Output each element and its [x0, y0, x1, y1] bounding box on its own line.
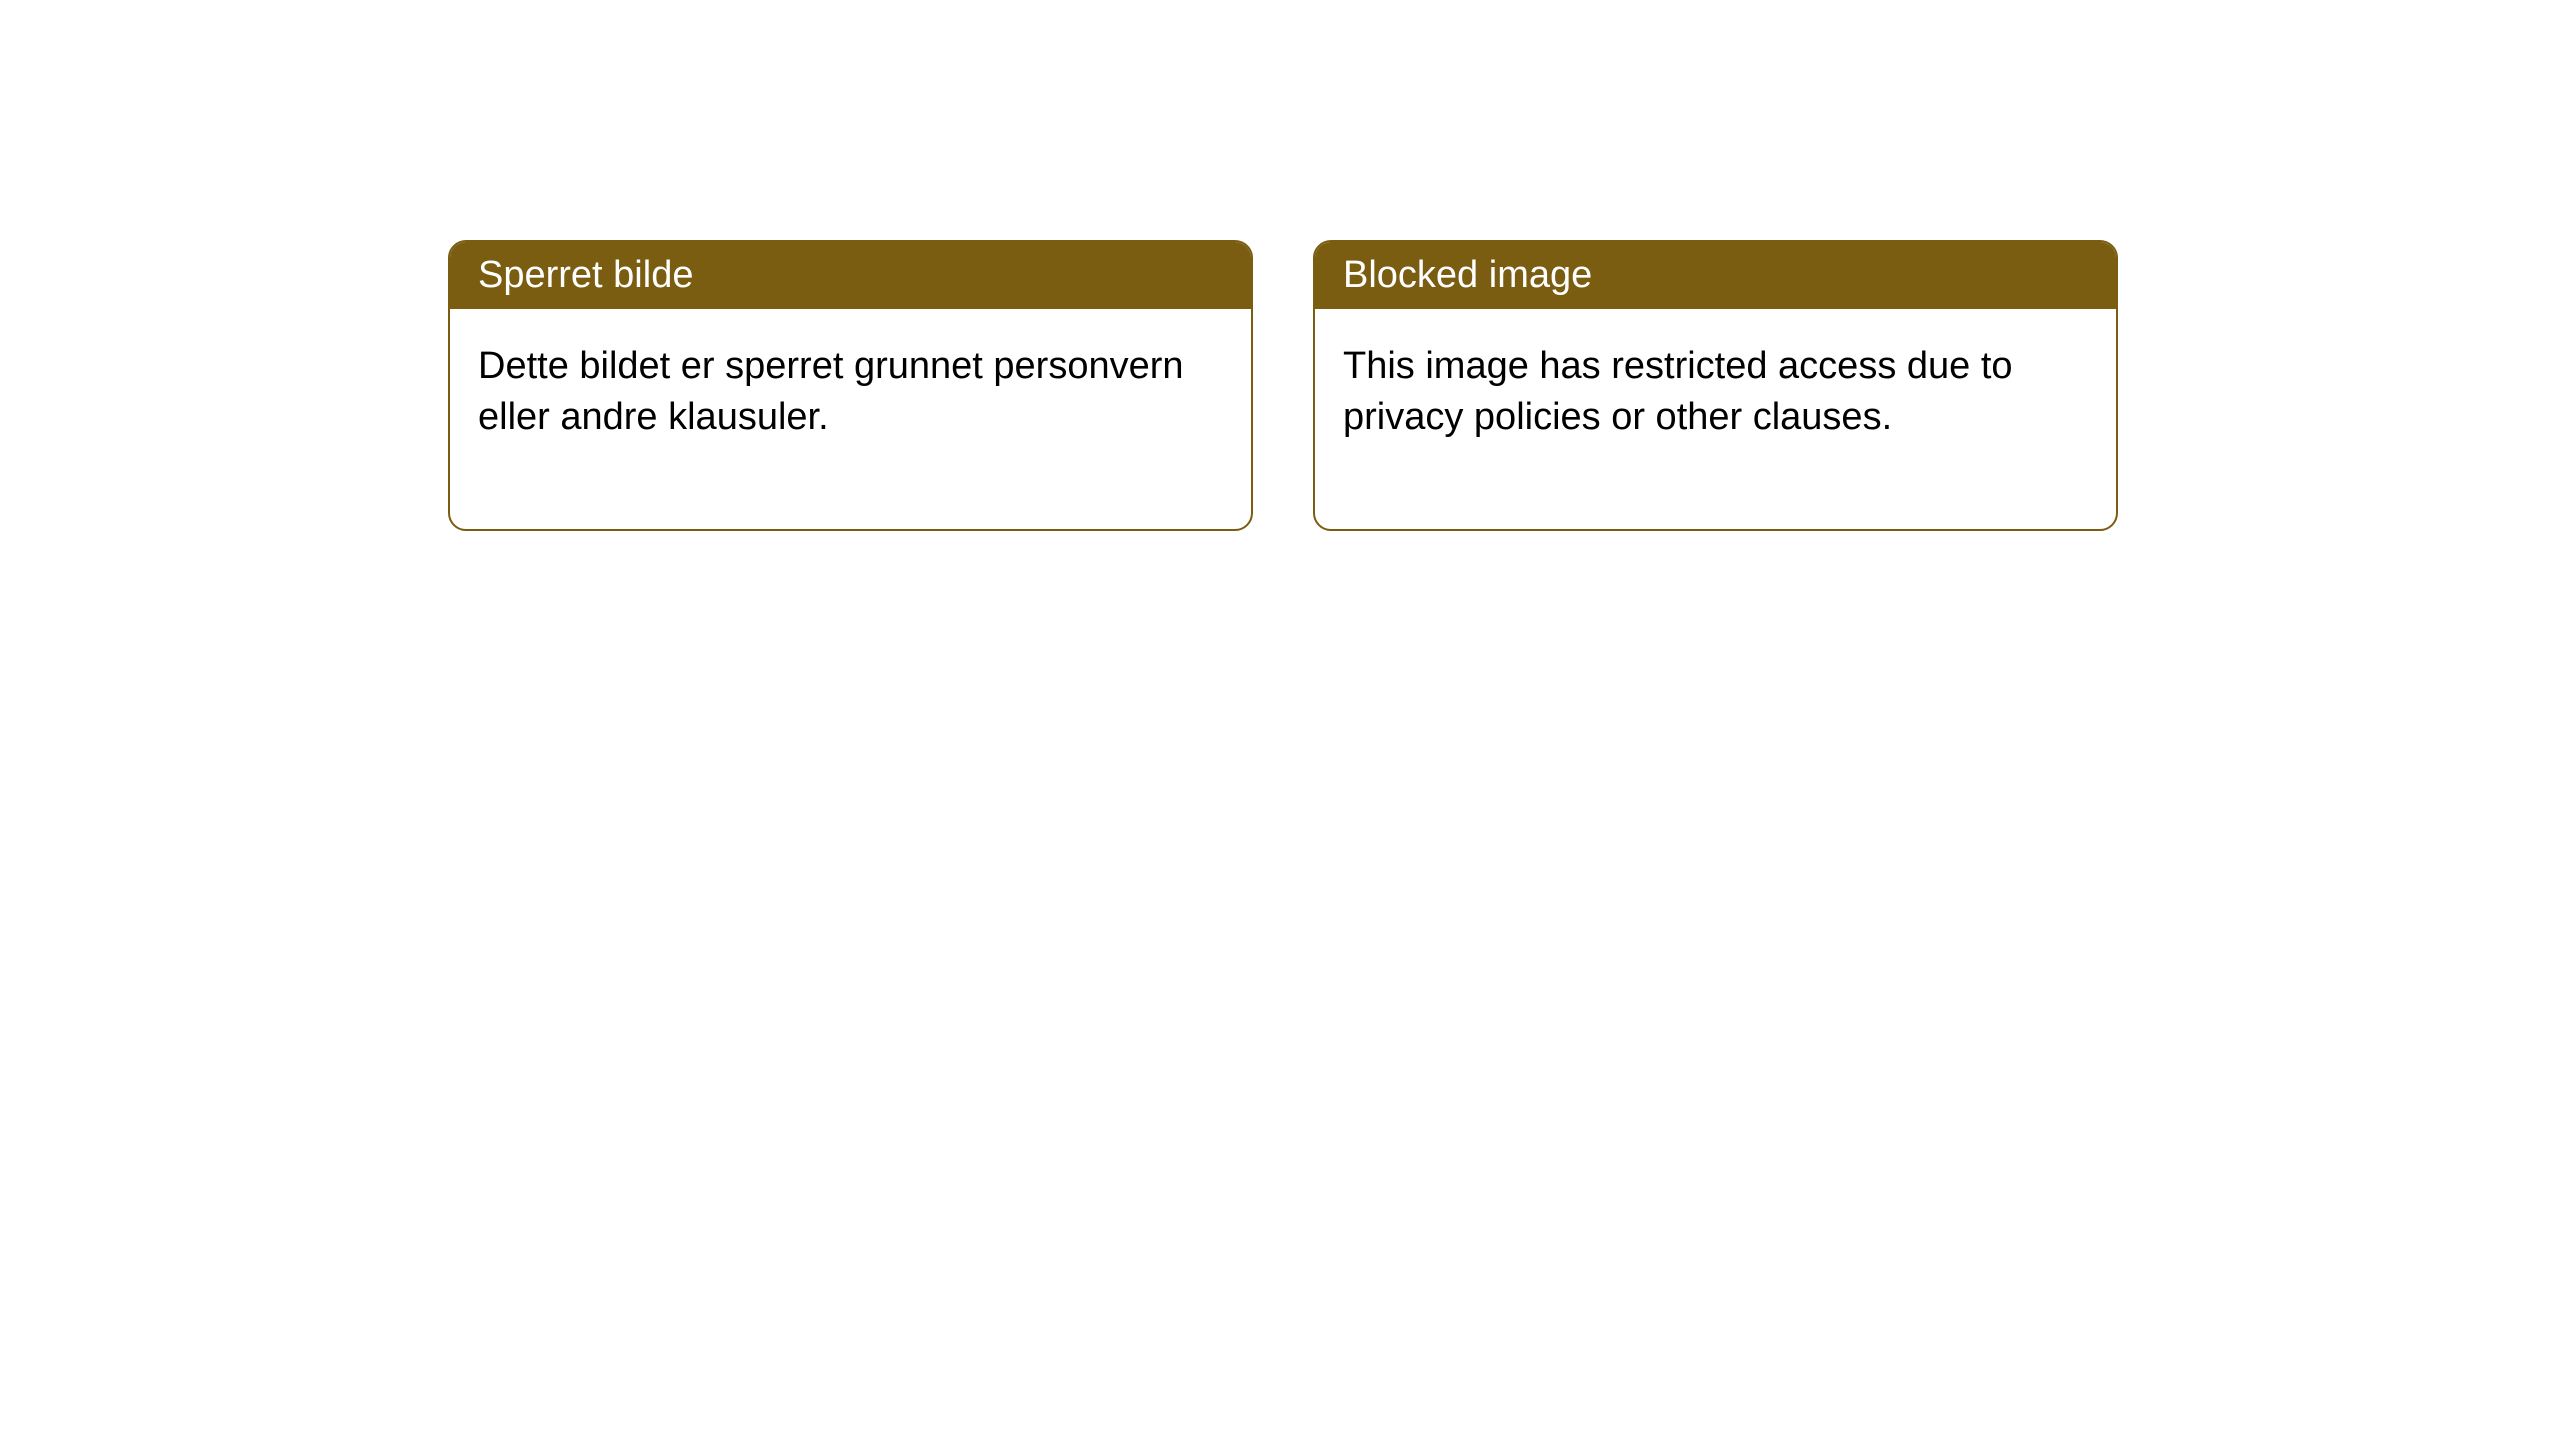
notice-card-en: Blocked image This image has restricted …: [1313, 240, 2118, 531]
notice-body-no: Dette bildet er sperret grunnet personve…: [450, 309, 1251, 529]
notice-title-no: Sperret bilde: [450, 242, 1251, 309]
notice-container: Sperret bilde Dette bildet er sperret gr…: [0, 0, 2560, 531]
notice-body-en: This image has restricted access due to …: [1315, 309, 2116, 529]
notice-title-en: Blocked image: [1315, 242, 2116, 309]
notice-card-no: Sperret bilde Dette bildet er sperret gr…: [448, 240, 1253, 531]
